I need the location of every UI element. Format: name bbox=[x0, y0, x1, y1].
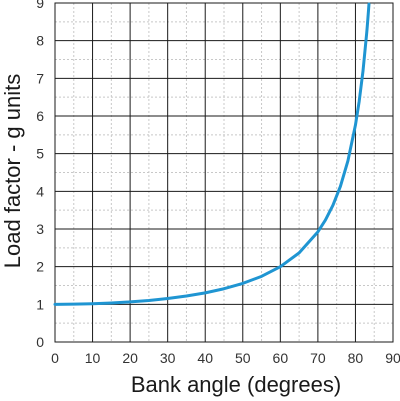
x-tick-label: 30 bbox=[160, 350, 176, 366]
x-tick-label: 0 bbox=[51, 350, 59, 366]
x-tick-label: 10 bbox=[85, 350, 101, 366]
series-layer bbox=[53, 2, 371, 306]
x-tick-label: 60 bbox=[273, 350, 289, 366]
y-tick-labels: 0 1 2 3 4 5 6 7 8 9 bbox=[36, 0, 44, 350]
load-factor-series-line bbox=[53, 2, 371, 306]
y-axis-title: Load factor - g units bbox=[0, 74, 25, 268]
x-axis-title: Bank angle (degrees) bbox=[131, 372, 341, 397]
y-tick-label: 2 bbox=[36, 259, 44, 275]
x-tick-label: 90 bbox=[385, 350, 400, 366]
y-tick-label: 7 bbox=[36, 70, 44, 86]
y-tick-label: 0 bbox=[36, 334, 44, 350]
x-tick-label: 40 bbox=[197, 350, 213, 366]
plot-frame bbox=[54, 2, 394, 343]
x-tick-label: 80 bbox=[348, 350, 364, 366]
y-tick-label: 9 bbox=[36, 0, 44, 11]
x-tick-label: 70 bbox=[310, 350, 326, 366]
y-tick-label: 6 bbox=[36, 108, 44, 124]
y-tick-label: 5 bbox=[36, 146, 44, 162]
x-tick-label: 20 bbox=[122, 350, 138, 366]
y-tick-label: 4 bbox=[36, 183, 44, 199]
y-tick-label: 3 bbox=[36, 221, 44, 237]
y-tick-label: 1 bbox=[36, 296, 44, 312]
grid bbox=[54, 2, 394, 343]
x-tick-labels: 0 10 20 30 40 50 60 70 80 90 bbox=[51, 350, 400, 366]
x-tick-label: 50 bbox=[235, 350, 251, 366]
y-tick-label: 8 bbox=[36, 33, 44, 49]
